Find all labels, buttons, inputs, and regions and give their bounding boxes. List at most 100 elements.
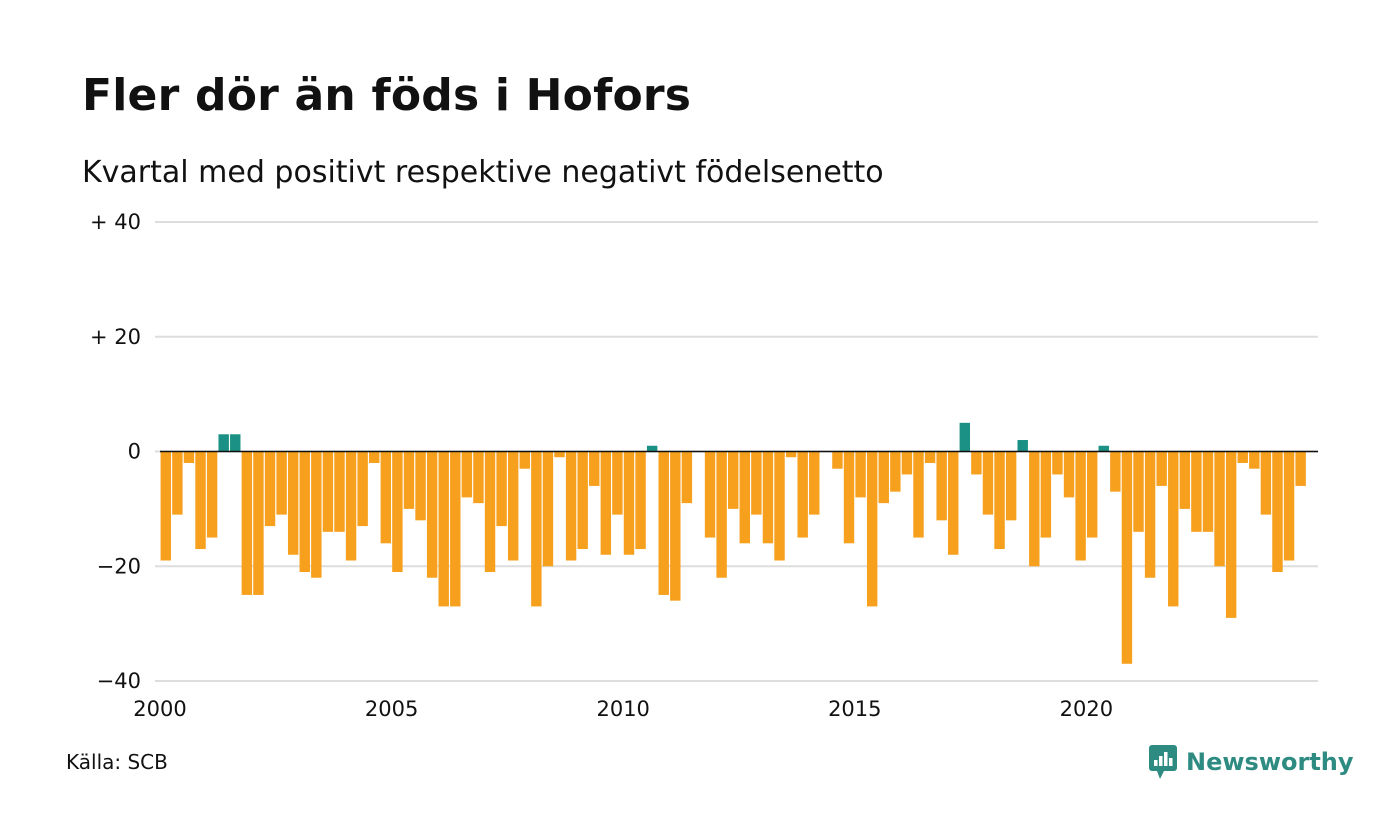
bar: 2000 K1: -19 xyxy=(160,451,172,561)
bar: 2011 K2: -9 xyxy=(681,451,693,504)
bar: 2012 K3: -16 xyxy=(739,451,751,544)
newsworthy-logo-icon xyxy=(1149,745,1177,779)
bar: 2021 K1: -14 xyxy=(1133,451,1144,532)
bar: 2005 K3: -12 xyxy=(415,451,426,521)
y-tick-label: −20 xyxy=(97,554,141,578)
bar: 2019 K3: -8 xyxy=(1063,451,1075,498)
bar: 2023 K2: -2 xyxy=(1237,451,1248,463)
bar: 2004 K2: -13 xyxy=(357,451,368,527)
bar: 2020 K2: 1 xyxy=(1098,445,1109,452)
bar: 2011 K1: -26 xyxy=(670,451,681,601)
bar: 2018 K1: -17 xyxy=(994,451,1005,550)
bar: 2011 K4: -15 xyxy=(704,451,716,538)
bar: 2022 K1: -10 xyxy=(1179,451,1191,509)
bar: 2002 K4: -18 xyxy=(287,451,299,555)
bar: 2005 K2: -10 xyxy=(403,451,415,509)
bar: 2021 K3: -6 xyxy=(1156,451,1167,486)
bar: 2006 K3: -8 xyxy=(461,451,473,498)
bar: 2022 K3: -14 xyxy=(1202,451,1214,532)
bar: 2000 K3: -2 xyxy=(183,451,195,463)
y-axis-labels: + 40 + 20 0 −20 −40 xyxy=(90,210,141,693)
bar: 2024 K1: -21 xyxy=(1272,451,1283,572)
x-tick-label: 2020 xyxy=(1060,697,1113,721)
y-tick-label: + 20 xyxy=(90,325,141,349)
bar: 2000 K2: -11 xyxy=(172,451,183,515)
bar: 2022 K4: -20 xyxy=(1214,451,1225,567)
bar: 2000 K4: -17 xyxy=(195,451,206,550)
bar: 2010 K4: -25 xyxy=(658,451,669,595)
bar: 2016 K3: -2 xyxy=(924,451,936,463)
bar: 2002 K3: -11 xyxy=(276,451,287,515)
bar: 2009 K1: -17 xyxy=(577,451,588,550)
bar: 2001 K3: 3 xyxy=(230,434,241,452)
chart-title: Fler dör än föds i Hofors xyxy=(82,70,692,121)
bar: 2019 K2: -4 xyxy=(1052,451,1063,475)
bar: 2009 K3: -18 xyxy=(600,451,612,555)
bar: 2012 K2: -10 xyxy=(727,451,739,509)
bar: 2001 K2: 3 xyxy=(218,434,229,452)
bar: 2010 K3: 1 xyxy=(646,445,658,452)
bar: 2013 K4: -15 xyxy=(797,451,808,538)
bar: 2005 K4: -22 xyxy=(426,451,438,578)
y-tick-label: + 40 xyxy=(90,210,141,234)
bar: 2022 K2: -14 xyxy=(1191,451,1202,532)
bar: 2006 K1: -27 xyxy=(438,451,449,607)
bar: 2004 K3: -2 xyxy=(369,451,380,463)
bar: 2012 K1: -22 xyxy=(716,451,727,578)
bar: 2023 K4: -11 xyxy=(1260,451,1272,515)
bar: 2018 K3: 2 xyxy=(1017,440,1028,452)
y-tick-label: −40 xyxy=(97,669,141,693)
bar: 2018 K2: -12 xyxy=(1005,451,1017,521)
brand-logo: Newsworthy xyxy=(1148,744,1354,780)
bar: 2017 K2: 5 xyxy=(959,422,971,452)
bar: 2006 K4: -9 xyxy=(473,451,484,504)
bar: 2007 K2: -13 xyxy=(496,451,507,527)
x-tick-label: 2000 xyxy=(133,697,186,721)
bar: 2006 K2: -27 xyxy=(450,451,461,607)
bar: 2013 K3: -1 xyxy=(785,451,797,458)
source-note: Källa: SCB xyxy=(66,750,168,774)
chart-subtitle: Kvartal med positivt respektive negativt… xyxy=(82,155,884,190)
bar: 2003 K4: -14 xyxy=(334,451,345,532)
bar: 2008 K2: -20 xyxy=(542,451,554,567)
bar: 2001 K1: -15 xyxy=(206,451,218,538)
bar: 2016 K4: -12 xyxy=(936,451,947,521)
bar: 2020 K4: -37 xyxy=(1121,451,1133,664)
bar: 2024 K2: -19 xyxy=(1283,451,1295,561)
bar: 2013 K2: -19 xyxy=(774,451,785,561)
bar: 2014 K1: -11 xyxy=(809,451,820,515)
x-tick-label: 2010 xyxy=(596,697,649,721)
bar: 2018 K4: -20 xyxy=(1029,451,1040,567)
bar: 2017 K1: -18 xyxy=(948,451,959,555)
bar: 2003 K1: -21 xyxy=(299,451,310,572)
bar: 2005 K1: -21 xyxy=(392,451,403,572)
bar: 2015 K3: -9 xyxy=(878,451,889,504)
bar: 2008 K4: -19 xyxy=(565,451,577,561)
bar: 2008 K1: -27 xyxy=(531,451,542,607)
bar: 2007 K3: -19 xyxy=(507,451,519,561)
bar: 2015 K1: -8 xyxy=(855,451,866,498)
bar: 2004 K1: -19 xyxy=(345,451,357,561)
x-axis-labels: 2000 2005 2010 2015 2020 xyxy=(133,697,1113,721)
bar: 2017 K3: -4 xyxy=(971,451,982,475)
bar: 2021 K4: -27 xyxy=(1168,451,1179,607)
y-tick-label: 0 xyxy=(128,440,141,464)
bar: 2003 K2: -22 xyxy=(311,451,322,578)
bar: 2008 K3: -1 xyxy=(554,451,565,458)
bar: 2016 K1: -4 xyxy=(901,451,913,475)
bar: 2009 K2: -6 xyxy=(589,451,600,486)
bar: 2017 K4: -11 xyxy=(982,451,994,515)
bar: 2014 K3: -3 xyxy=(832,451,843,469)
bar: 2024 K3: -6 xyxy=(1295,451,1306,486)
x-tick-label: 2015 xyxy=(828,697,881,721)
bar: 2002 K1: -25 xyxy=(253,451,264,595)
bar: 2015 K2: -27 xyxy=(866,451,878,607)
bar: 2012 K4: -11 xyxy=(751,451,762,515)
bar: 2019 K1: -15 xyxy=(1040,451,1052,538)
bars: 2000 K1: -192000 K2: -112000 K3: -22000 … xyxy=(160,422,1306,664)
bar: 2023 K1: -29 xyxy=(1225,451,1237,618)
bar: 2019 K4: -19 xyxy=(1075,451,1086,561)
bar: 2020 K3: -7 xyxy=(1110,451,1121,492)
bar: 2015 K4: -7 xyxy=(890,451,901,492)
